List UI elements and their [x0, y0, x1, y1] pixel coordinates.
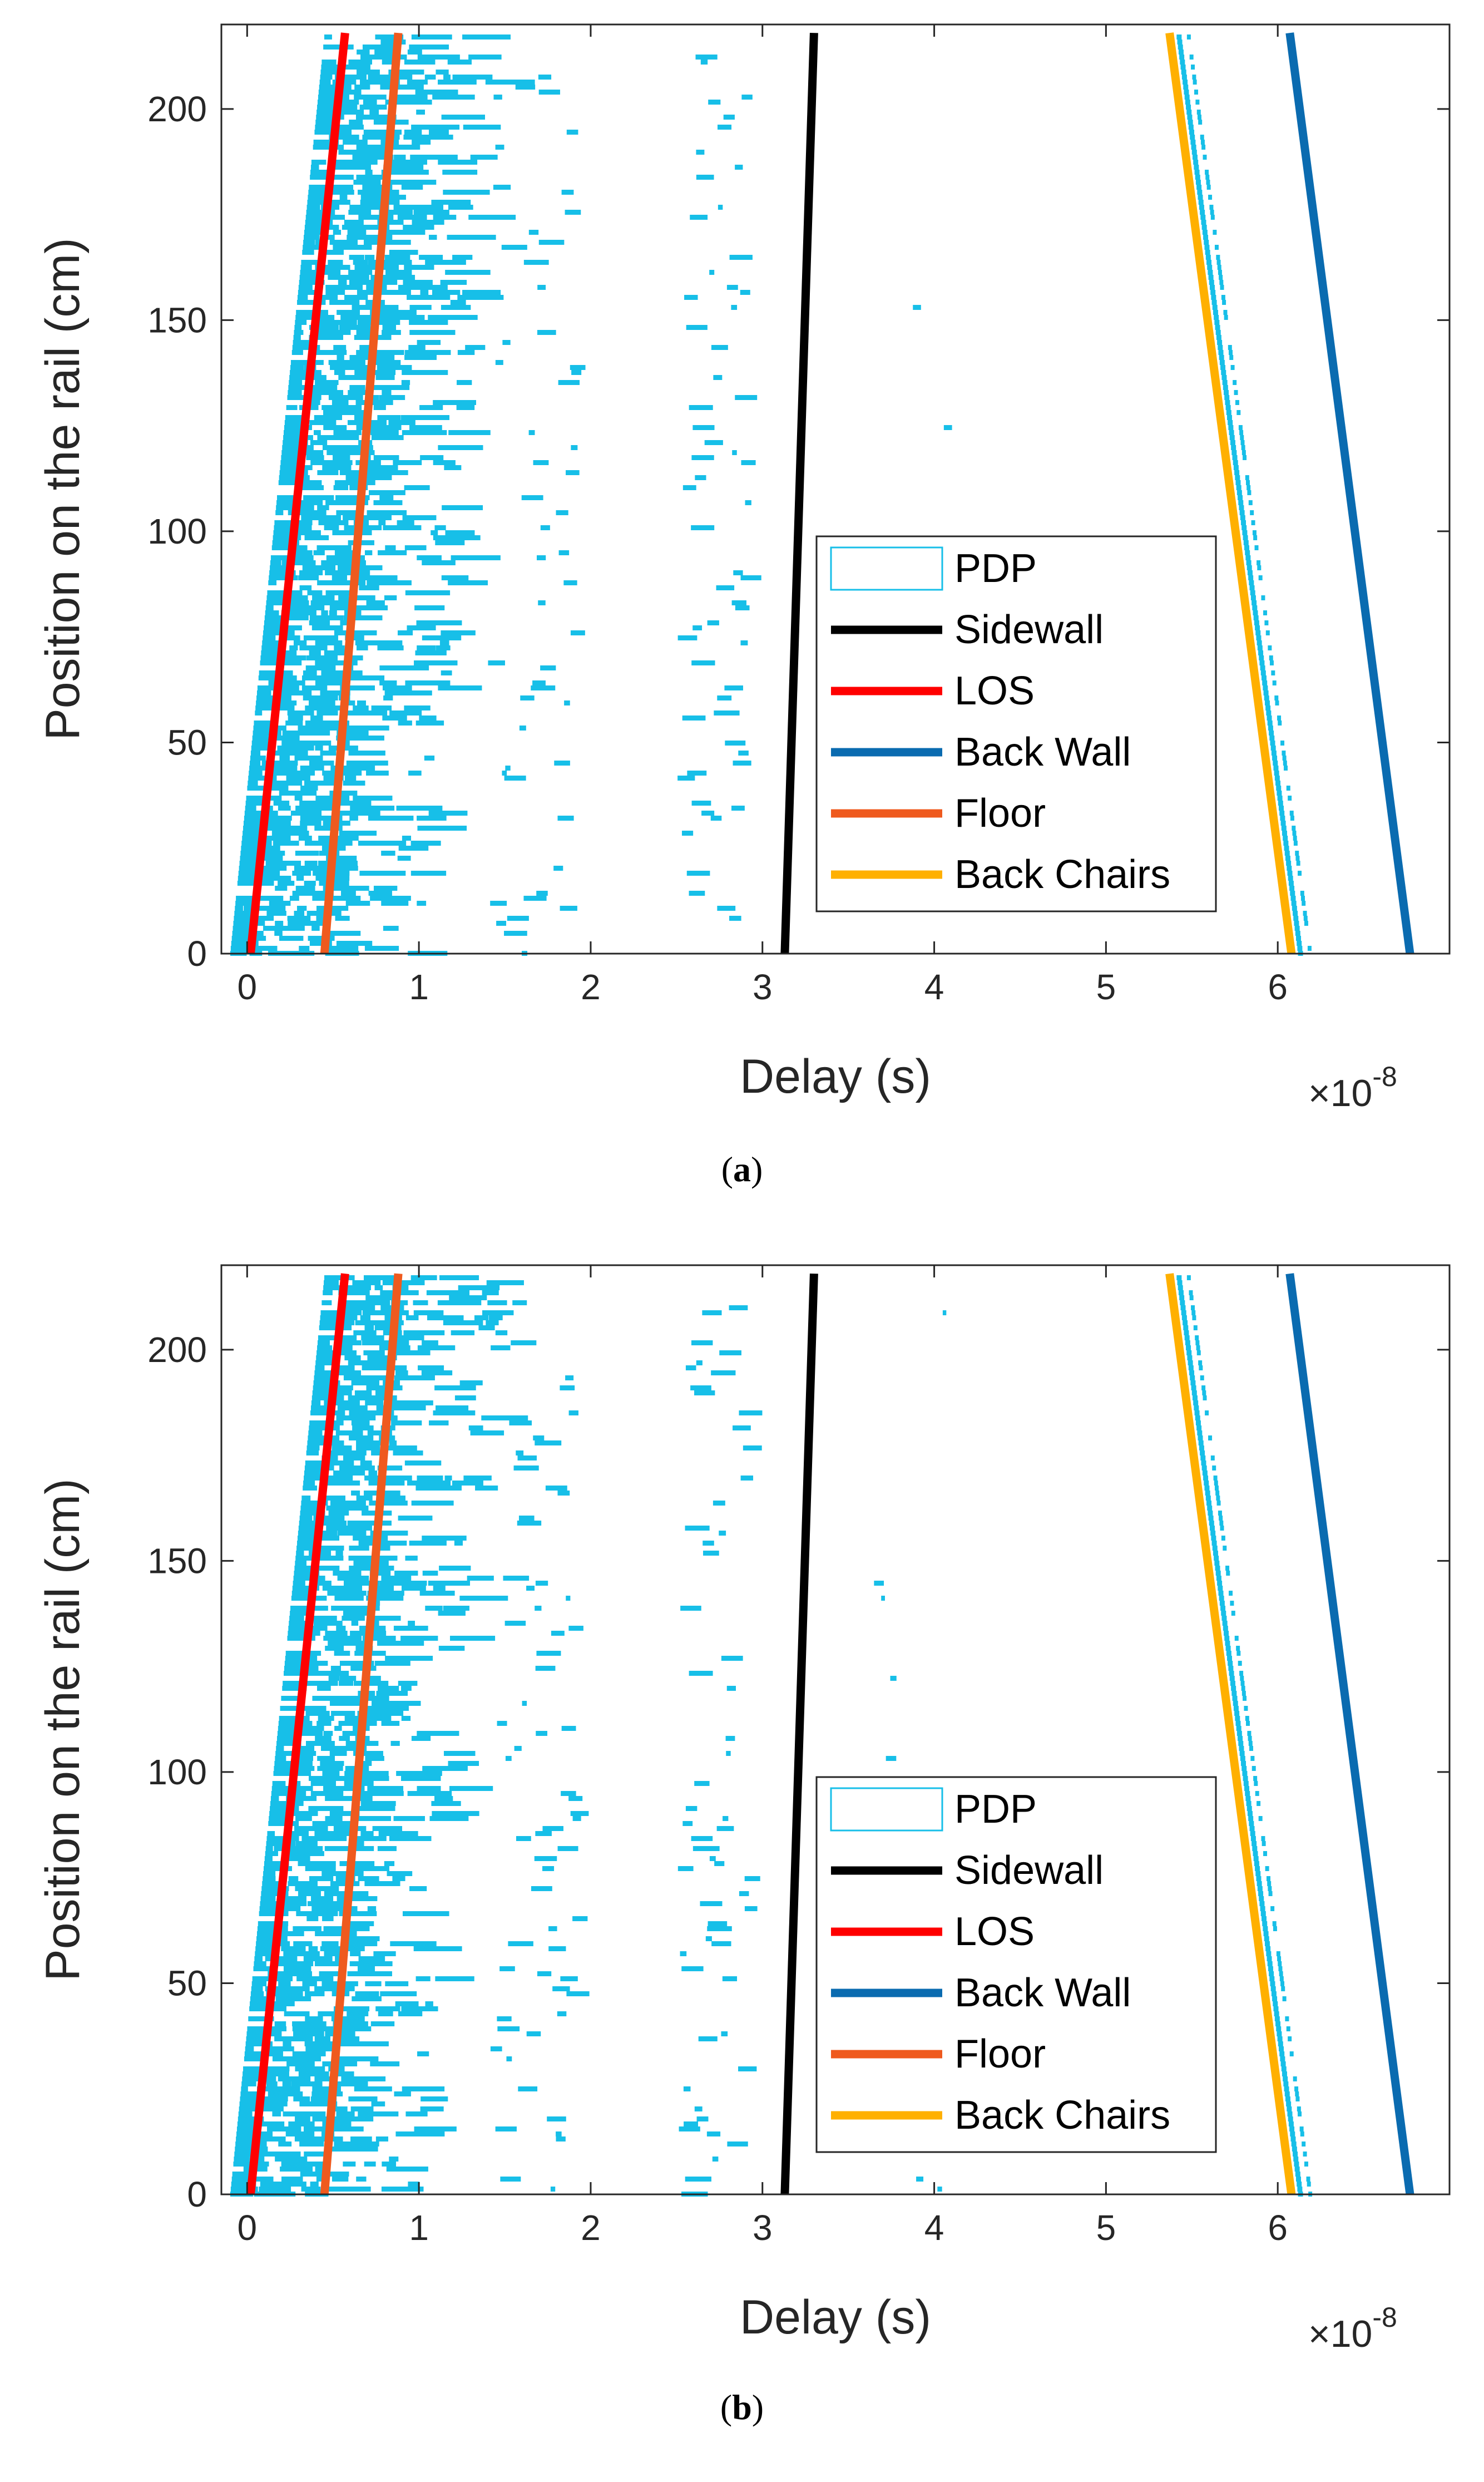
x-tick-label: 0 — [238, 967, 258, 1007]
axes-box — [220, 23, 1451, 955]
x-tick-label: 6 — [1268, 2208, 1288, 2248]
x-tick-label: 2 — [581, 967, 601, 1007]
series-line-back-wall — [1285, 32, 1414, 954]
y-axis-label: Position on the rail (cm) — [36, 238, 90, 740]
y-tick-label: 200 — [147, 89, 207, 129]
series-line-sidewall — [780, 1273, 818, 2195]
legend-label-sidewall: Sidewall — [954, 608, 1104, 652]
axes-box — [220, 1264, 1451, 2195]
x-multiplier-exponent: -8 — [1372, 2302, 1397, 2333]
x-tick-label: 4 — [924, 2208, 944, 2248]
y-tick-label: 50 — [167, 1963, 207, 2003]
y-tick-label: 0 — [187, 934, 207, 974]
legend-label-floor: Floor — [954, 2032, 1046, 2076]
figure-panel-b: 0 1 2 3 4 5 6 0 50 100 150 200 Delay (s) Position on … — [0, 1241, 1484, 2481]
figure-panel-a: 0 1 2 3 4 5 6 0 50 100 150 200 Delay (s) Position on … — [36, 23, 1451, 1189]
x-tick-label: 5 — [1096, 2208, 1116, 2248]
legend-label-pdp: PDP — [954, 546, 1037, 591]
y-tick-label: 0 — [187, 2174, 207, 2214]
y-tick-label: 100 — [147, 1752, 207, 1792]
legend-label-back-wall: Back Wall — [954, 730, 1131, 774]
x-tick-label: 6 — [1268, 967, 1288, 1007]
x-tick-label: 5 — [1096, 967, 1116, 1007]
x-exponent-multiplier: ×10-8 — [1308, 2302, 1397, 2355]
x-multiplier-base: ×10 — [1308, 1072, 1372, 1114]
x-multiplier-base: ×10 — [1308, 2313, 1372, 2355]
legend-label-los: LOS — [954, 1909, 1035, 1954]
series-line-los — [246, 1273, 349, 2195]
legend-label-sidewall: Sidewall — [954, 1848, 1104, 1893]
series-line-los — [246, 32, 349, 954]
x-exponent-multiplier: ×10-8 — [1308, 1061, 1397, 1114]
y-tick-label: 150 — [147, 300, 207, 340]
legend-label-pdp: PDP — [954, 1787, 1037, 1832]
x-tick-label: 0 — [238, 2208, 258, 2248]
legend-label-floor: Floor — [954, 791, 1046, 836]
series-line-sidewall — [780, 32, 818, 954]
y-tick-label: 100 — [147, 511, 207, 551]
x-tick-label: 3 — [753, 967, 773, 1007]
series-line-floor — [320, 1273, 403, 2195]
y-tick-label: 200 — [147, 1330, 207, 1370]
x-axis-label: Delay (s) — [740, 1050, 931, 1103]
x-tick-label: 1 — [409, 967, 429, 1007]
x-axis-label: Delay (s) — [740, 2291, 931, 2344]
x-tick-label: 4 — [924, 967, 944, 1007]
x-tick-label: 1 — [409, 2208, 429, 2248]
legend-label-back-chairs: Back Chairs — [954, 852, 1170, 897]
caption-b: (b) — [720, 2387, 764, 2427]
x-multiplier-exponent: -8 — [1372, 1061, 1397, 1092]
series-line-floor — [320, 32, 403, 954]
legend-box — [815, 1776, 1217, 2153]
legend-label-back-wall: Back Wall — [954, 1971, 1131, 2015]
x-tick-label: 3 — [753, 2208, 773, 2248]
chart-a-svg: 0 1 2 3 4 5 6 0 50 100 150 200 Delay (s) Position on … — [36, 23, 1451, 1114]
series-line-back-chairs — [1165, 32, 1296, 954]
y-axis-label: Position on the rail (cm) — [36, 1478, 90, 1981]
legend-swatch-pdp — [830, 546, 943, 591]
chart-b-svg: 0 1 2 3 4 5 6 0 50 100 150 200 Delay (s) Position on … — [36, 1264, 1451, 2355]
series-line-back-chairs — [1165, 1273, 1296, 2195]
legend-swatch-pdp — [830, 1787, 943, 1832]
legend-label-back-chairs: Back Chairs — [954, 2093, 1170, 2138]
legend-label-los: LOS — [954, 669, 1035, 713]
y-tick-label: 150 — [147, 1541, 207, 1581]
x-tick-label: 2 — [581, 2208, 601, 2248]
legend-box — [815, 535, 1217, 912]
series-line-back-wall — [1285, 1273, 1414, 2195]
caption-a: (a) — [721, 1149, 763, 1189]
y-tick-label: 50 — [167, 722, 207, 762]
